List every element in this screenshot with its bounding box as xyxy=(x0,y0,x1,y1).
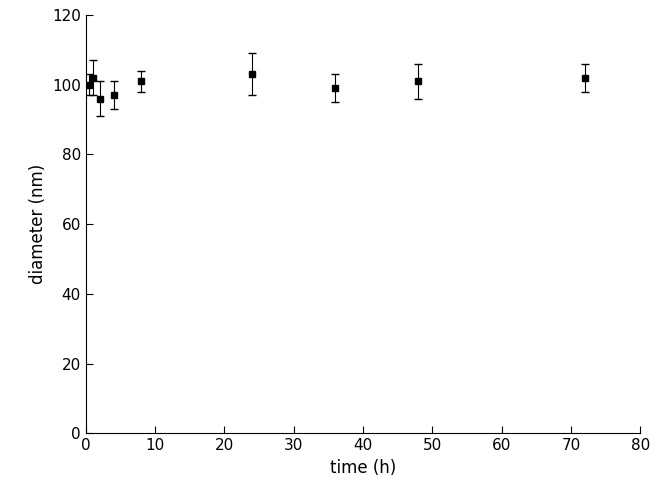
Y-axis label: diameter (nm): diameter (nm) xyxy=(28,164,46,284)
X-axis label: time (h): time (h) xyxy=(330,459,396,477)
